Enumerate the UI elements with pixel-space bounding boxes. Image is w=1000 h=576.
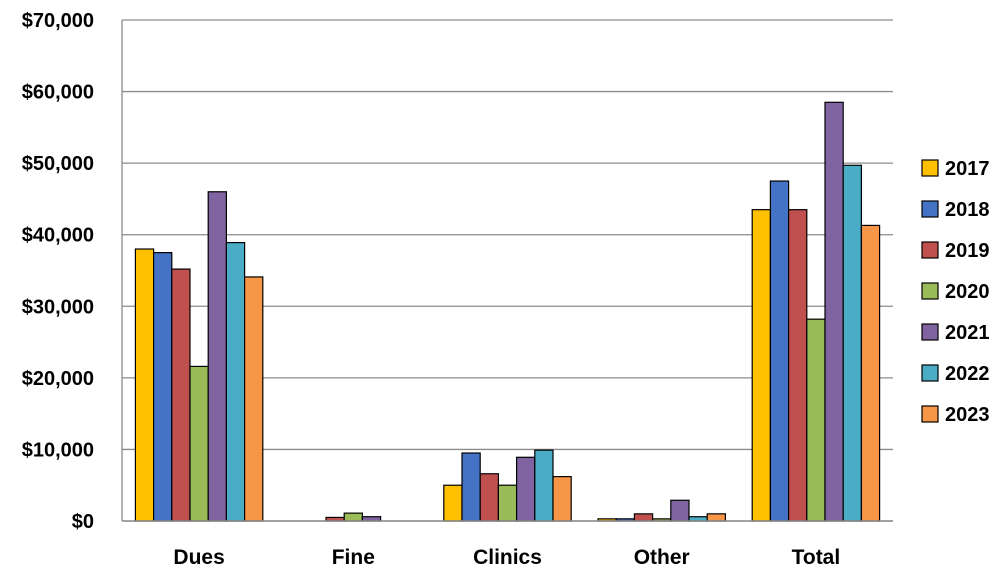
bar-total-2017 — [751, 209, 772, 522]
bar-other-2019 — [633, 513, 654, 522]
bar-clinics-2019 — [479, 473, 500, 522]
bar-clinics-2018 — [461, 452, 481, 522]
y-tick-label: $30,000 — [22, 296, 94, 318]
bar-dues-2023 — [244, 276, 264, 522]
bar-other-2021 — [670, 499, 690, 522]
legend-swatch-2017 — [921, 159, 939, 177]
bar-dues-2017 — [134, 248, 155, 522]
y-axis-tick-labels: $0 $10,000 $20,000 $30,000 $40,000 $50,000 $60… — [22, 10, 94, 533]
y-tick-label: $70,000 — [22, 10, 94, 32]
bar-other-2023 — [706, 513, 727, 522]
bar-clinics-2021 — [515, 456, 536, 522]
legend-swatch-2019 — [921, 241, 939, 259]
legend-swatch-2018 — [921, 200, 939, 218]
bar-total-2021 — [824, 101, 844, 522]
bar-clinics-2023 — [552, 476, 572, 522]
legend-swatch-2023 — [921, 405, 939, 423]
x-category-label: Other — [634, 546, 690, 569]
legend-swatch-2020 — [921, 282, 939, 300]
y-tick-label: $40,000 — [22, 225, 94, 247]
bar-dues-2022 — [225, 241, 246, 522]
axes — [121, 20, 893, 522]
bar-total-2019 — [787, 209, 808, 522]
legend-label: 2021 — [945, 322, 990, 344]
legend-label: 2023 — [945, 404, 990, 426]
bar-dues-2018 — [153, 252, 173, 522]
bars — [134, 101, 881, 522]
legend-label: 2017 — [945, 158, 990, 180]
y-tick-label: $60,000 — [22, 82, 94, 104]
bar-total-2023 — [860, 224, 881, 522]
y-tick-label: $20,000 — [22, 368, 94, 390]
bar-clinics-2022 — [534, 449, 554, 522]
legend-label: 2018 — [945, 199, 990, 221]
bar-dues-2021 — [207, 191, 227, 522]
bar-total-2018 — [769, 180, 790, 522]
y-tick-label: $50,000 — [22, 153, 94, 175]
bar-fine-2020 — [343, 512, 364, 522]
x-axis-category-labels: Dues Fine Clinics Other Total — [173, 546, 840, 569]
legend: 2017 2018 2019 2020 2021 2022 2023 — [921, 158, 990, 426]
x-category-label: Fine — [332, 546, 375, 569]
y-tick-label: $10,000 — [22, 439, 94, 461]
legend-swatch-2021 — [921, 323, 939, 341]
x-category-label: Clinics — [473, 546, 542, 569]
bar-clinics-2020 — [497, 484, 518, 522]
y-tick-label: $0 — [72, 511, 94, 533]
legend-label: 2019 — [945, 240, 990, 262]
bar-clinics-2017 — [443, 484, 463, 522]
legend-label: 2020 — [945, 281, 990, 303]
bar-total-2022 — [842, 164, 863, 522]
legend-label: 2022 — [945, 363, 990, 385]
bar-total-2020 — [806, 318, 826, 522]
bar-dues-2020 — [189, 365, 209, 522]
legend-swatch-2022 — [921, 364, 939, 382]
bar-dues-2019 — [171, 268, 191, 522]
x-category-label: Total — [792, 546, 841, 569]
x-category-label: Dues — [173, 546, 224, 569]
